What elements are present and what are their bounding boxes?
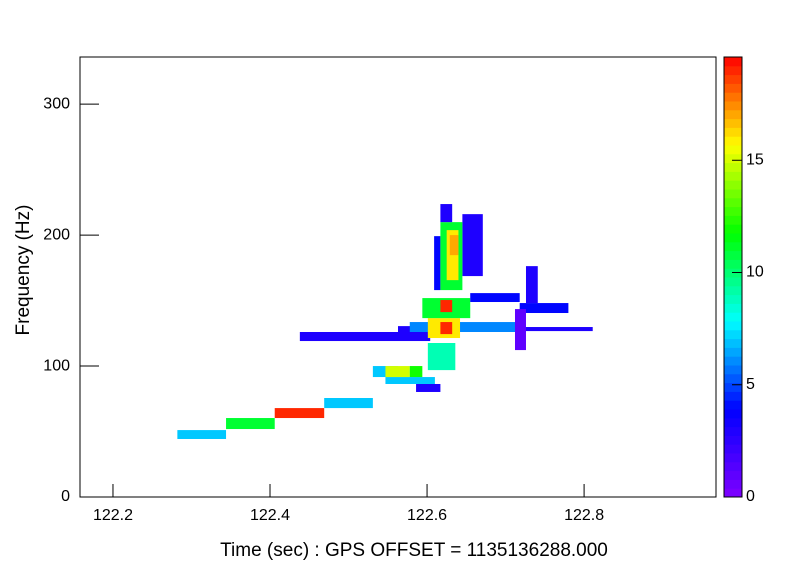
- colorbar-tick-label: 5: [746, 376, 755, 393]
- colorbar-step: [724, 426, 742, 436]
- colorbar-step: [724, 180, 742, 190]
- tile: [519, 303, 569, 314]
- colorbar-step: [724, 233, 742, 243]
- colorbar-step: [724, 136, 742, 146]
- tile: [470, 293, 520, 303]
- tile: [299, 332, 431, 342]
- tile: [440, 300, 453, 313]
- colorbar-step: [724, 241, 742, 252]
- x-axis-label: Time (sec) : GPS OFFSET = 1135136288.000: [220, 540, 608, 561]
- colorbar-step: [724, 312, 742, 322]
- tile: [462, 214, 483, 277]
- colorbar-step: [724, 259, 742, 269]
- tile: [416, 383, 441, 392]
- x-tick-label: 122.6: [407, 507, 447, 524]
- colorbar-tick-label: 15: [746, 151, 764, 168]
- plot-frame: [79, 56, 717, 498]
- tile: [385, 366, 410, 378]
- colorbar-step: [724, 215, 742, 225]
- colorbar-step: [724, 453, 742, 463]
- colorbar-step: [724, 391, 742, 401]
- colorbar-step: [724, 83, 742, 93]
- tile: [274, 408, 325, 419]
- colorbar-step: [724, 382, 742, 392]
- colorbar-step: [724, 417, 742, 428]
- y-axis-label: Frequency (Hz): [13, 205, 34, 336]
- colorbar-step: [724, 171, 742, 181]
- colorbar-step: [724, 435, 742, 445]
- tile: [226, 418, 275, 430]
- colorbar-step: [724, 197, 742, 208]
- x-tick-label: 122.8: [564, 507, 604, 524]
- colorbar-step: [724, 444, 742, 454]
- tile: [440, 322, 453, 335]
- colorbar-step: [724, 329, 742, 340]
- tile: [427, 343, 456, 371]
- colorbar-tick-label: 10: [746, 264, 764, 281]
- tile: [385, 377, 435, 384]
- colorbar-step: [724, 101, 742, 111]
- tile: [409, 322, 520, 332]
- tile: [177, 430, 227, 439]
- colorbar-step: [724, 127, 742, 137]
- colorbar-step: [724, 365, 742, 375]
- y-tick-label: 100: [43, 357, 70, 374]
- tile: [449, 235, 459, 256]
- tile: [409, 366, 423, 378]
- colorbar-step: [724, 145, 742, 155]
- y-tick-label: 0: [61, 488, 70, 505]
- colorbar-step: [724, 285, 742, 296]
- colorbar-step: [724, 409, 742, 419]
- colorbar-step: [724, 162, 742, 172]
- x-tick-label: 122.4: [250, 507, 290, 524]
- y-tick-label: 300: [43, 95, 70, 112]
- colorbar-step: [724, 118, 742, 128]
- colorbar-tick-label: 0: [746, 488, 755, 505]
- tile: [440, 204, 453, 223]
- colorbar-step: [724, 461, 742, 472]
- tile: [434, 236, 441, 291]
- colorbar-step: [724, 373, 742, 384]
- colorbar-step: [724, 206, 742, 216]
- colorbar-step: [724, 277, 742, 287]
- y-tick-label: 200: [43, 226, 70, 243]
- colorbar-step: [724, 470, 742, 480]
- colorbar-step: [724, 250, 742, 260]
- colorbar-step: [724, 189, 742, 199]
- tile: [324, 398, 373, 409]
- colorbar-step: [724, 488, 742, 498]
- colorbar-step: [724, 74, 742, 84]
- colorbar-step: [724, 479, 742, 489]
- colorbar-step: [724, 347, 742, 357]
- x-tick-label: 122.2: [93, 507, 133, 524]
- colorbar-step: [724, 356, 742, 366]
- colorbar-step: [724, 294, 742, 304]
- colorbar-step: [724, 153, 742, 164]
- colorbar-step: [724, 57, 742, 67]
- tile: [514, 309, 526, 351]
- colorbar-step: [724, 321, 742, 331]
- tile: [525, 266, 538, 304]
- colorbar-step: [724, 303, 742, 313]
- colorbar-step: [724, 338, 742, 348]
- colorbar-step: [724, 400, 742, 410]
- colorbar-step: [724, 92, 742, 102]
- colorbar-step: [724, 65, 742, 76]
- colorbar-step: [724, 224, 742, 234]
- colorbar-step: [724, 109, 742, 120]
